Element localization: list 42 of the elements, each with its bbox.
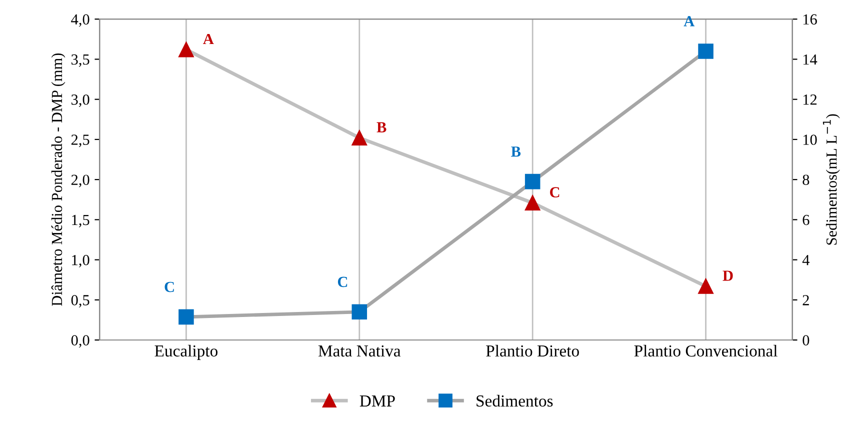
data-label: C bbox=[338, 276, 348, 288]
y2-tick-label: 0 bbox=[802, 335, 810, 346]
data-label: A bbox=[203, 34, 214, 44]
legend-label: Sedimentos bbox=[476, 394, 553, 407]
y2-tick-label: 6 bbox=[802, 214, 810, 226]
y-tick-label: 0,5 bbox=[71, 295, 90, 308]
y2-tick-label: 16 bbox=[803, 14, 817, 25]
y-tick-label: 2,0 bbox=[71, 174, 90, 188]
y-tick-label: 2,5 bbox=[71, 134, 90, 148]
point bbox=[352, 130, 368, 146]
legend-label: DMP bbox=[360, 396, 395, 406]
y-tick-label: 4,0 bbox=[71, 14, 90, 27]
x-tick-label: Eucalipto bbox=[154, 344, 218, 360]
point bbox=[178, 42, 194, 58]
x-tick-label: Plantio Direto bbox=[486, 344, 579, 357]
y-tick-label: 3,0 bbox=[72, 94, 90, 107]
y-tick-label: 0,0 bbox=[71, 335, 90, 348]
point bbox=[524, 195, 540, 210]
data-label: A bbox=[684, 16, 695, 26]
point bbox=[178, 309, 194, 325]
y2-tick-label: 10 bbox=[803, 134, 817, 145]
y2-tick-label: 8 bbox=[802, 174, 810, 186]
y2-tick-label: 12 bbox=[803, 94, 817, 105]
point bbox=[524, 174, 540, 190]
point bbox=[352, 304, 368, 320]
data-label: C bbox=[164, 282, 174, 292]
y2-axis-title: Sedimentos(mL L$^{−1}$) bbox=[822, 114, 840, 245]
data-label: C bbox=[550, 187, 560, 198]
x-tick-label: Mata Nativa bbox=[318, 345, 401, 357]
data-label: B bbox=[511, 146, 521, 157]
y2-tick-label: 2 bbox=[802, 295, 809, 306]
y-tick-label: 3,5 bbox=[72, 54, 90, 67]
data-label: D bbox=[722, 270, 733, 281]
y-tick-label: 1,0 bbox=[72, 254, 90, 268]
data-label: B bbox=[376, 122, 386, 132]
y2-tick-label: 14 bbox=[803, 54, 818, 65]
y2-tick-label: 4 bbox=[802, 255, 810, 266]
point bbox=[698, 278, 714, 294]
y-axis-title: Diâmetro Médio Ponderado - DMP (mm) bbox=[51, 53, 66, 306]
y-tick-label: 1,5 bbox=[72, 214, 90, 228]
point bbox=[698, 44, 714, 59]
x-tick-label: Plantio Convencional bbox=[634, 344, 778, 357]
